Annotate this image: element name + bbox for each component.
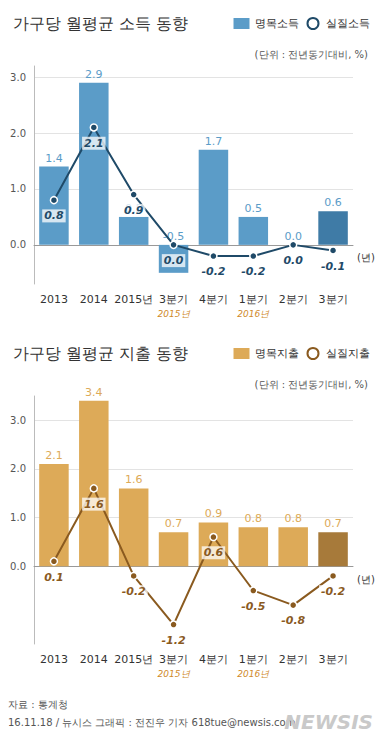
html-text:16.11.18 / 뉴시스 그래픽 : 전진우 기자 61: 16.11.18 / 뉴시스 그래픽 : 전진우 기자 618tue@newsi… — [8, 717, 296, 728]
svg-text:3.4: 3.4 — [85, 386, 103, 399]
svg-text:3.0: 3.0 — [10, 72, 26, 83]
svg-text:3분기: 3분기 — [319, 653, 348, 666]
svg-text:가구당 월평균 소득 동향: 가구당 월평균 소득 동향 — [13, 14, 188, 33]
svg-text:0.1: 0.1 — [44, 571, 64, 584]
svg-text:-0.2: -0.2 — [241, 265, 265, 278]
svg-text:0.0: 0.0 — [284, 229, 302, 243]
svg-text:-0.2: -0.2 — [201, 265, 225, 278]
svg-text:-0.1: -0.1 — [321, 260, 345, 273]
svg-text:2014: 2014 — [80, 293, 108, 306]
svg-text:4분기: 4분기 — [199, 653, 228, 666]
svg-text:2.1: 2.1 — [84, 137, 104, 150]
svg-text:3분기: 3분기 — [159, 293, 188, 306]
svg-text:-0.5: -0.5 — [241, 600, 265, 613]
svg-text:2015년: 2015년 — [114, 653, 153, 666]
svg-text:실질지출: 실질지출 — [326, 347, 370, 360]
svg-text:2.9: 2.9 — [85, 68, 103, 81]
svg-text:2016년: 2016년 — [237, 669, 270, 679]
svg-text:0.0: 0.0 — [283, 254, 303, 267]
svg-text:-0.5: -0.5 — [162, 229, 185, 243]
svg-text:1분기: 1분기 — [239, 653, 268, 666]
svg-text:4분기: 4분기 — [199, 293, 228, 306]
svg-text:1.0: 1.0 — [10, 183, 26, 194]
svg-text:2.1: 2.1 — [45, 449, 63, 462]
svg-text:명목지출: 명목지출 — [255, 347, 299, 360]
svg-text:-0.8: -0.8 — [281, 614, 305, 627]
svg-text:(년): (년) — [357, 574, 375, 585]
svg-text:2013: 2013 — [40, 653, 68, 666]
svg-text:3분기: 3분기 — [159, 653, 188, 666]
svg-text:2014: 2014 — [80, 653, 108, 666]
svg-text:0.6: 0.6 — [324, 196, 342, 209]
svg-text:2.0: 2.0 — [10, 128, 26, 139]
svg-text:0.9: 0.9 — [205, 507, 223, 520]
svg-text:-1.2: -1.2 — [162, 634, 186, 647]
svg-text:(단위 : 전년동기대비, %): (단위 : 전년동기대비, %) — [255, 49, 368, 60]
svg-text:2015년: 2015년 — [158, 669, 191, 679]
svg-text:0.0: 0.0 — [10, 561, 26, 572]
svg-text:0.8: 0.8 — [245, 512, 263, 525]
svg-text:1.4: 1.4 — [45, 152, 63, 165]
svg-text:1.0: 1.0 — [10, 512, 26, 523]
svg-text:1분기: 1분기 — [239, 293, 268, 306]
svg-text:1.6: 1.6 — [125, 473, 143, 486]
svg-text:3.0: 3.0 — [10, 415, 26, 426]
svg-text:0.0: 0.0 — [164, 254, 184, 267]
svg-text:0.7: 0.7 — [324, 517, 342, 530]
svg-text:2분기: 2분기 — [279, 653, 308, 666]
svg-text:0.0: 0.0 — [10, 239, 26, 250]
html-text:자료 : 통계청: 자료 : 통계청 — [8, 699, 68, 710]
svg-text:-0.2: -0.2 — [321, 585, 345, 598]
svg-text:(년): (년) — [357, 252, 375, 263]
svg-text:2분기: 2분기 — [279, 293, 308, 306]
svg-text:0.8: 0.8 — [284, 512, 302, 525]
svg-text:3분기: 3분기 — [319, 293, 348, 306]
svg-text:0.5: 0.5 — [245, 202, 263, 215]
svg-text:0.9: 0.9 — [124, 204, 144, 217]
svg-text:명목소득: 명목소득 — [255, 17, 299, 30]
svg-text:0.7: 0.7 — [165, 517, 183, 530]
svg-text:실질소득: 실질소득 — [326, 17, 370, 30]
svg-text:1.6: 1.6 — [84, 498, 104, 511]
svg-text:(단위 : 전년동기대비, %): (단위 : 전년동기대비, %) — [255, 379, 368, 390]
svg-text:-0.2: -0.2 — [122, 585, 146, 598]
svg-text:2015년: 2015년 — [158, 309, 191, 319]
svg-text:가구당 월평균 지출 동향: 가구당 월평균 지출 동향 — [13, 344, 188, 363]
svg-text:2.0: 2.0 — [10, 463, 26, 474]
svg-text:0.8: 0.8 — [44, 209, 64, 222]
svg-text:2015년: 2015년 — [114, 293, 153, 306]
html-text:NEWSIS: NEWSIS — [284, 710, 373, 734]
svg-text:1.7: 1.7 — [205, 135, 223, 148]
svg-text:2013: 2013 — [40, 293, 68, 306]
svg-text:0.6: 0.6 — [204, 546, 224, 559]
svg-text:2016년: 2016년 — [237, 309, 270, 319]
